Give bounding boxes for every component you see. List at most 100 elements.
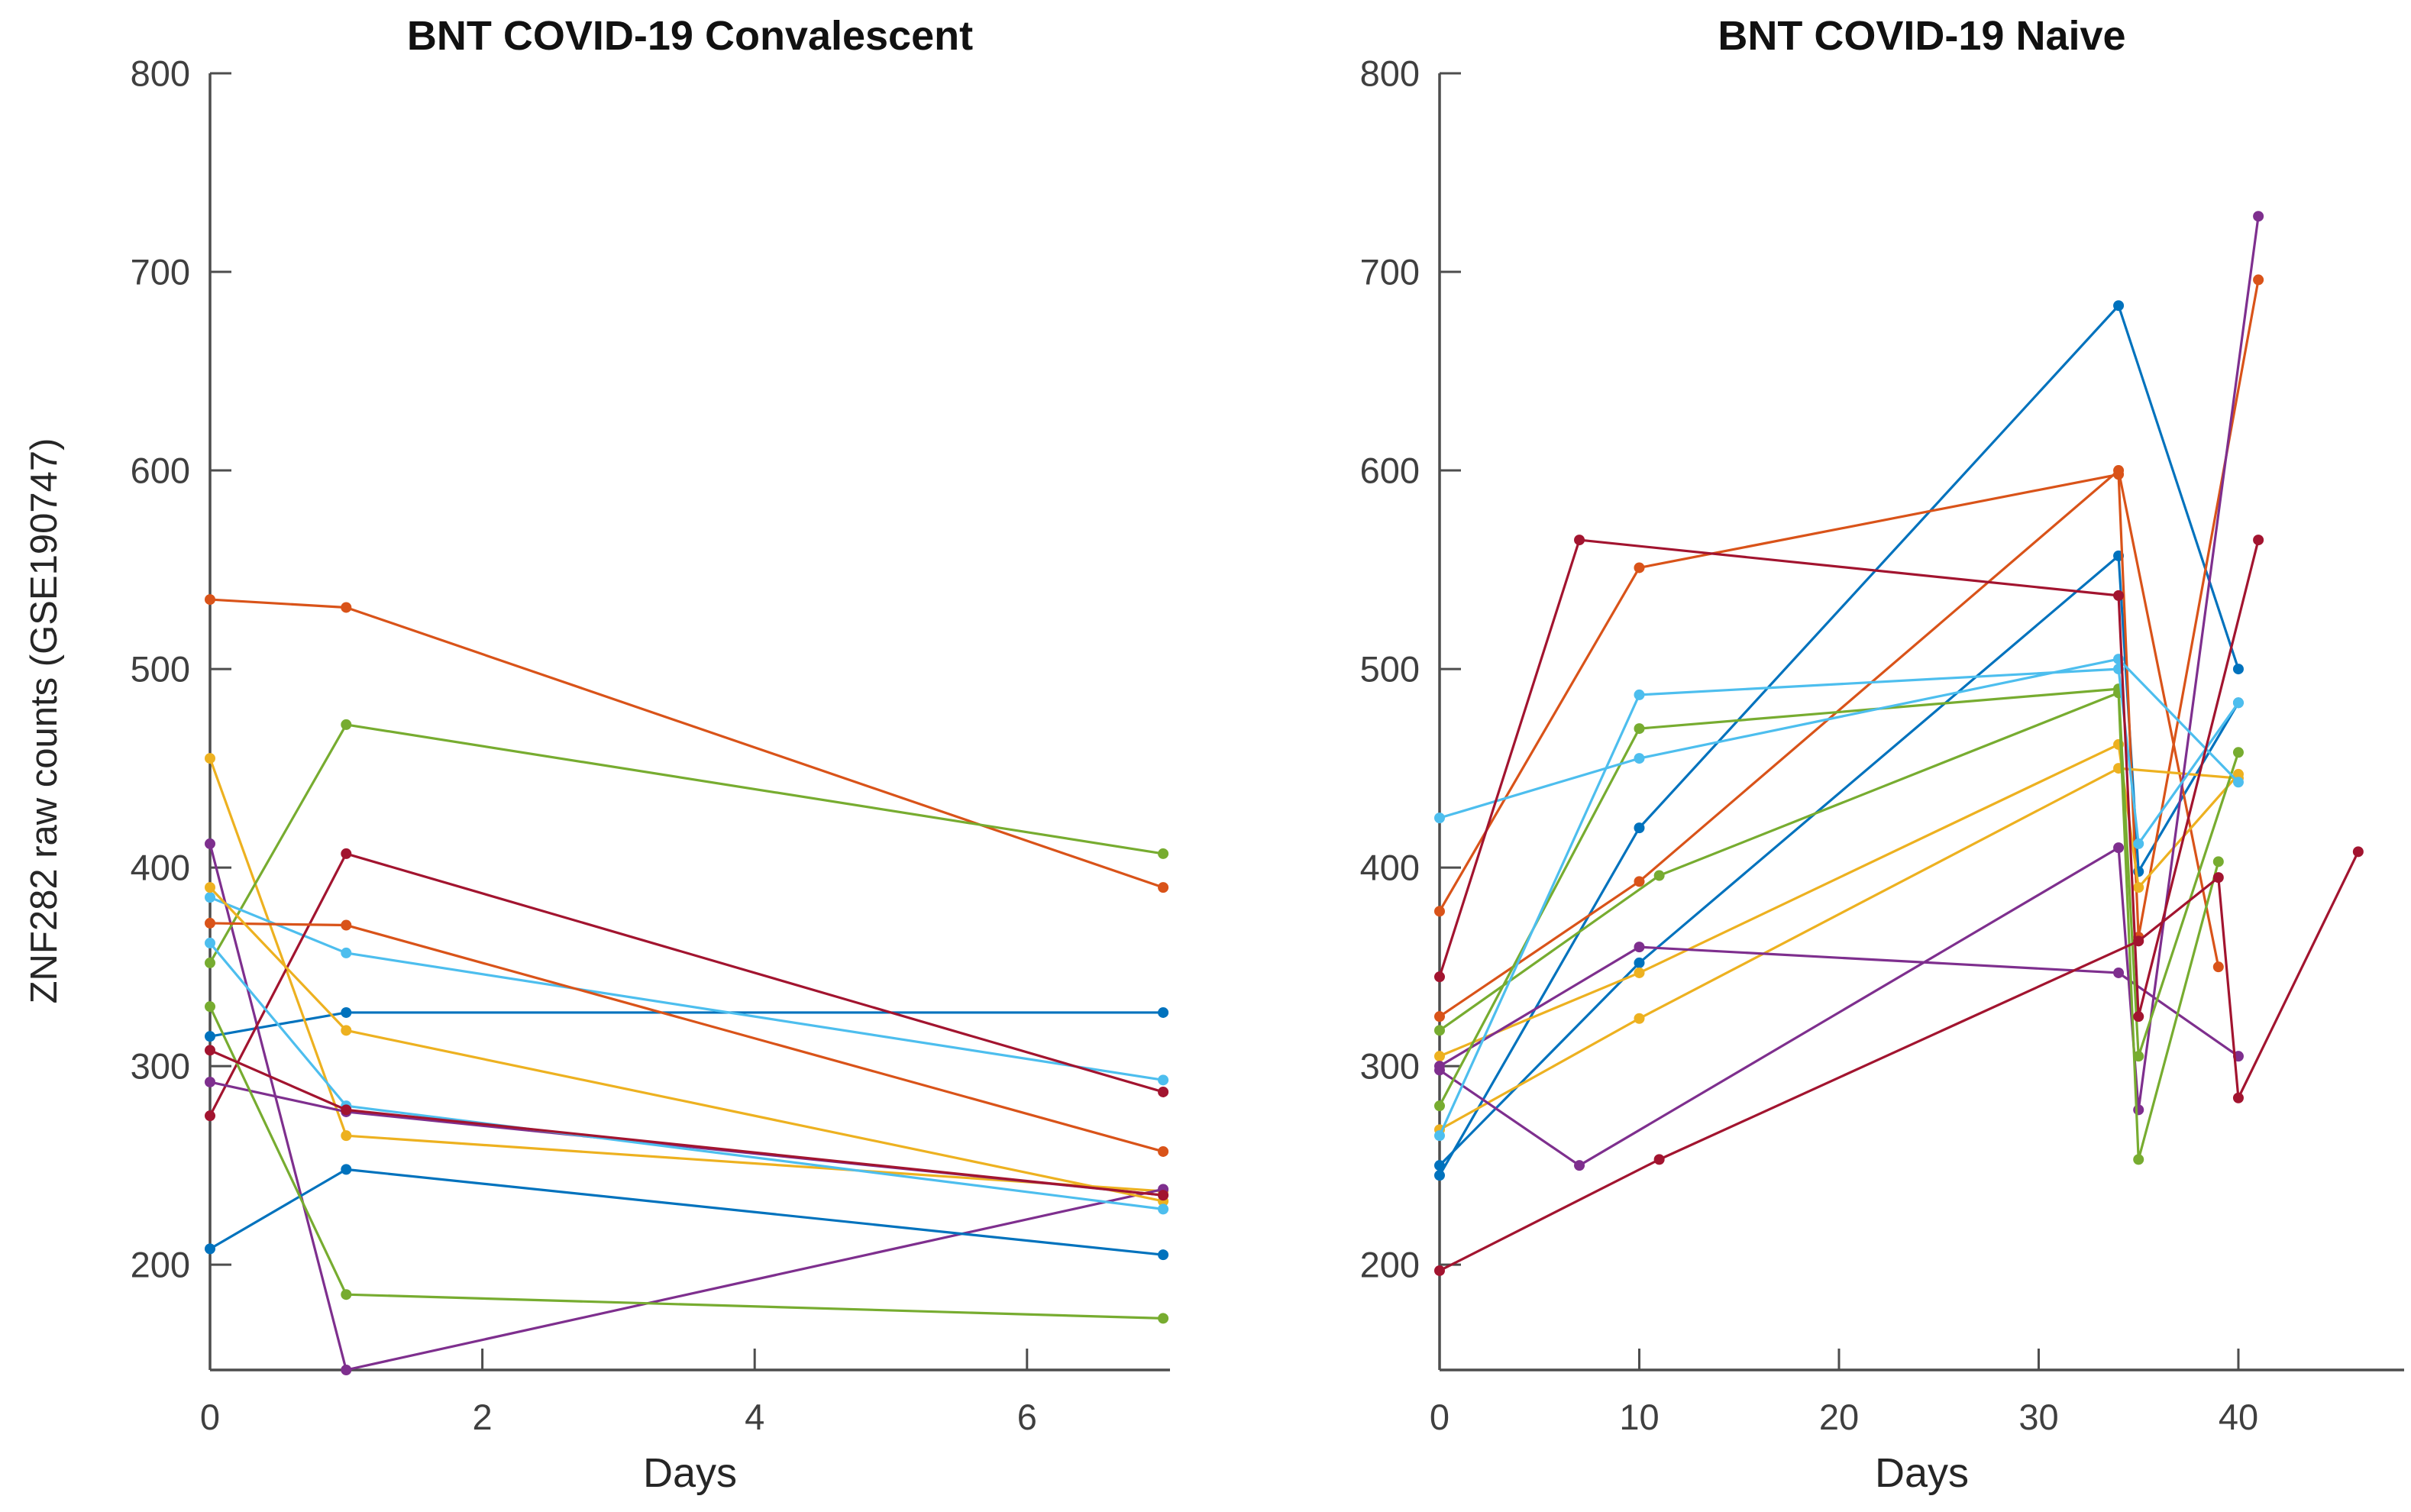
series-marker-subject-14 <box>2133 935 2144 947</box>
series-marker-subject-12 <box>1634 689 1645 700</box>
series-marker-subject-13 <box>2133 1011 2144 1023</box>
series-marker-subject-13 <box>1434 971 1445 983</box>
series-line-subject-1 <box>1438 304 2240 1177</box>
series-marker-subject-5 <box>205 957 215 968</box>
series-line-subject-10 <box>1438 691 2220 1161</box>
series-marker-subject-6 <box>1634 1013 1645 1024</box>
x-tick-label: 6 <box>1017 1397 1037 1437</box>
series-marker-subject-12 <box>1158 1313 1169 1324</box>
series-marker-subject-10 <box>1653 870 1665 881</box>
series-line-subject-6 <box>1438 767 2240 1131</box>
x-tick-label: 0 <box>1430 1397 1450 1437</box>
series-marker-subject-12 <box>2232 697 2244 709</box>
series-marker-subject-4 <box>1434 1011 1445 1023</box>
series-marker-subject-8 <box>1634 942 1645 953</box>
series-marker-subject-10 <box>1434 1025 1445 1036</box>
series-line-subject-7 <box>208 852 1165 1117</box>
series-marker-subject-1 <box>2232 664 2244 675</box>
series-marker-subject-7 <box>1158 1086 1169 1097</box>
series-marker-subject-10 <box>341 1025 352 1036</box>
series-marker-subject-6 <box>1158 1074 1169 1086</box>
series-marker-subject-2 <box>341 602 352 613</box>
series-marker-subject-9 <box>205 917 215 929</box>
panel-0: 200 300 400 500 600 700 800 0 2 4 6 <box>131 53 1170 1437</box>
series-marker-subject-10 <box>2133 1154 2144 1165</box>
y-tick-label: 500 <box>131 649 190 690</box>
series-marker-subject-1 <box>341 1006 352 1018</box>
series-marker-subject-5 <box>1158 848 1169 859</box>
series-marker-subject-4 <box>2212 961 2224 973</box>
y-tick-label: 700 <box>1360 251 1420 292</box>
series-marker-subject-4 <box>341 1365 352 1375</box>
series-line-subject-4 <box>1438 469 2220 1018</box>
series-marker-subject-6 <box>205 892 215 903</box>
series-line-subject-2 <box>208 598 1165 889</box>
series-marker-subject-5 <box>341 719 352 730</box>
series-line-subject-11 <box>208 1081 1165 1197</box>
series-marker-subject-5 <box>2133 882 2144 893</box>
right-x-axis-label: Days <box>1874 1450 1970 1496</box>
series-marker-subject-2 <box>1434 1160 1445 1171</box>
series-marker-subject-8 <box>205 1243 215 1255</box>
series-marker-subject-5 <box>1634 967 1645 978</box>
series-marker-subject-14 <box>2212 872 2224 884</box>
series-line-subject-12 <box>208 1005 1165 1320</box>
series-marker-subject-14 <box>205 1045 215 1056</box>
series-marker-subject-9 <box>2232 747 2244 758</box>
series-marker-subject-7 <box>1574 1160 1585 1171</box>
series-marker-subject-12 <box>1434 1130 1445 1142</box>
left-panel-title: BNT COVID-19 Convalescent <box>406 13 974 59</box>
x-tick-label: 40 <box>2219 1397 2258 1437</box>
series-marker-subject-9 <box>341 919 352 931</box>
y-tick-label: 200 <box>131 1245 190 1285</box>
y-tick-label: 500 <box>1360 649 1420 690</box>
series-marker-subject-7 <box>341 848 352 859</box>
series-marker-subject-13 <box>1158 1203 1169 1215</box>
series-line-subject-5 <box>1438 743 2240 1058</box>
series-marker-subject-13 <box>1574 535 1585 546</box>
series-line-subject-3 <box>208 757 1165 1193</box>
series-marker-subject-14 <box>1434 1265 1445 1276</box>
series-marker-subject-2 <box>1634 957 1645 968</box>
series-marker-subject-3 <box>1434 906 1445 917</box>
series-marker-subject-5 <box>1434 1051 1445 1062</box>
series-line-subject-14 <box>208 1048 1165 1197</box>
series-line-subject-12 <box>1438 667 2240 1137</box>
x-tick-label: 10 <box>1619 1397 1659 1437</box>
series-marker-subject-14 <box>1158 1190 1169 1201</box>
series-marker-subject-1 <box>1434 1170 1445 1181</box>
x-tick-label: 30 <box>2018 1397 2058 1437</box>
series-line-subject-11 <box>1438 657 2240 819</box>
series-marker-subject-9 <box>1634 723 1645 735</box>
series-marker-subject-7 <box>205 1110 215 1122</box>
y-tick-label: 800 <box>131 53 190 93</box>
series-marker-subject-14 <box>1653 1154 1665 1165</box>
series-marker-subject-9 <box>2133 1051 2144 1062</box>
series-marker-subject-12 <box>2133 838 2144 849</box>
series-marker-subject-6 <box>341 947 352 958</box>
series-marker-subject-10 <box>205 882 215 893</box>
series-marker-subject-13 <box>205 937 215 948</box>
series-marker-subject-3 <box>2253 274 2264 286</box>
y-tick-label: 300 <box>131 1046 190 1087</box>
x-tick-label: 0 <box>200 1397 220 1437</box>
series-marker-subject-1 <box>1158 1006 1169 1018</box>
y-tick-label: 400 <box>131 848 190 888</box>
series-marker-subject-2 <box>1158 882 1169 893</box>
series-line-subject-10 <box>208 886 1165 1203</box>
series-marker-subject-1 <box>205 1031 215 1042</box>
y-tick-label: 600 <box>1360 451 1420 491</box>
series-marker-subject-11 <box>1434 813 1445 824</box>
series-marker-subject-8 <box>1158 1249 1169 1261</box>
panel-1: 200 300 400 500 600 700 800 0 10 20 30 40 <box>1360 53 2404 1437</box>
series-marker-subject-11 <box>205 1076 215 1087</box>
series-marker-subject-10 <box>2212 856 2224 867</box>
series-marker-subject-12 <box>205 1001 215 1013</box>
x-tick-label: 4 <box>745 1397 764 1437</box>
series-marker-subject-14 <box>341 1104 352 1116</box>
series-marker-subject-7 <box>2113 842 2125 854</box>
y-tick-label: 400 <box>1360 848 1420 888</box>
series-marker-subject-1 <box>1634 822 1645 834</box>
series-marker-subject-9 <box>1434 1100 1445 1112</box>
